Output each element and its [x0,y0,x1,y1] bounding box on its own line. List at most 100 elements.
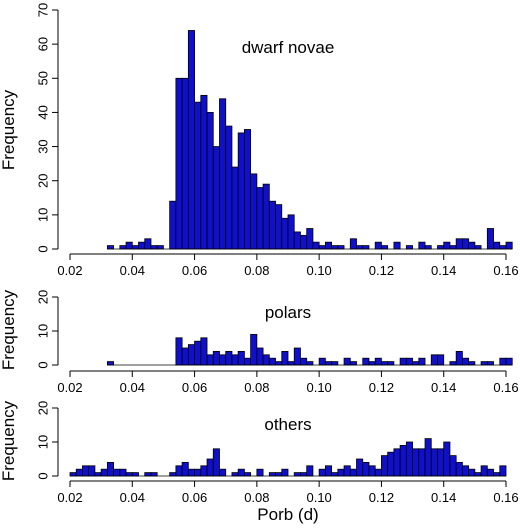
bar-others [437,448,445,477]
bar-dwarf-novae [449,245,457,250]
bar-others [231,472,239,477]
bar-dwarf-novae [131,245,139,250]
x-tick-label-others: 0.10 [306,490,331,505]
bar-polars [318,357,326,366]
bar-others [468,468,476,477]
y-ticks-dwarf-novae: 0 10 20 30 40 50 60 70 [35,3,58,253]
bar-polars [405,357,413,366]
x-tick-label-dwarf-novae: 0.04 [120,263,145,278]
bar-others [455,461,463,477]
bar-others [430,448,438,477]
x-tick-label-dwarf-novae: 0.06 [182,263,207,278]
bar-others [131,472,139,477]
bar-dwarf-novae [175,77,183,250]
bar-polars [200,337,208,366]
x-tick-label-others: 0.08 [244,490,269,505]
bar-polars [293,347,301,366]
y-tick-label-dwarf-novae: 10 [35,208,50,222]
bar-polars [455,350,463,366]
bar-dwarf-novae [187,30,195,250]
bar-polars [219,354,227,366]
bar-others [150,472,158,477]
bar-dwarf-novae [306,228,314,250]
bar-others [187,468,195,477]
bar-polars [175,337,183,366]
x-tick-label-polars: 0.10 [306,380,331,395]
bar-polars [468,361,476,366]
bar-others [318,468,326,477]
bar-dwarf-novae [474,245,482,250]
panel-polars: 0 10 20 0.02 0.04 0.06 0.08 0.10 0.12 0.14 0.16 p… [0,289,519,395]
bar-others [306,465,314,477]
bar-others [480,465,488,477]
y-tick-label-dwarf-novae: 30 [35,139,50,153]
bar-dwarf-novae [493,241,501,250]
bar-others [256,468,264,477]
x-ticks-polars: 0.02 0.04 0.06 0.08 0.10 0.12 0.14 0.16 [57,371,519,395]
bar-others [381,455,389,477]
bar-dwarf-novae [200,94,208,250]
bar-others [113,468,121,477]
x-tick-label-dwarf-novae: 0.12 [369,263,394,278]
y-axis-title-others: Frequency [0,400,18,481]
y-ticks-polars: 0 10 20 [35,290,58,369]
bar-others [331,472,339,477]
x-tick-label-dwarf-novae: 0.16 [493,263,518,278]
x-tick-label-others: 0.14 [431,490,456,505]
bar-others [486,468,494,477]
y-tick-label-dwarf-novae: 50 [35,71,50,85]
bar-dwarf-novae [138,241,146,250]
bar-dwarf-novae [318,245,326,250]
bar-dwarf-novae [486,228,494,250]
bar-dwarf-novae [337,245,345,250]
bar-dwarf-novae [212,146,220,250]
bar-dwarf-novae [362,245,370,250]
bar-dwarf-novae [150,245,158,250]
x-tick-label-others: 0.06 [182,490,207,505]
bar-dwarf-novae [287,214,295,250]
bar-polars [187,344,195,366]
bar-polars [106,361,115,366]
bar-dwarf-novae [125,241,133,250]
bar-polars [437,354,445,366]
bar-others [387,451,395,477]
bar-others [106,461,115,477]
bar-polars [399,357,407,366]
bar-polars [499,357,507,366]
x-tick-label-dwarf-novae: 0.02 [57,263,82,278]
bar-polars [206,354,214,366]
bar-polars [262,354,270,366]
bar-polars [256,347,264,366]
bar-polars [374,357,382,366]
bar-polars [449,361,457,366]
bar-dwarf-novae [206,112,214,250]
bar-dwarf-novae [256,187,264,250]
bar-dwarf-novae [461,238,470,250]
bar-others [100,468,108,477]
bar-dwarf-novae [381,245,389,250]
panel-label-others: others [264,415,311,434]
bar-dwarf-novae [281,217,289,250]
y-tick-label-dwarf-novae: 70 [35,3,50,17]
bar-polars [181,347,189,366]
bar-polars [225,350,233,366]
bar-others [169,472,177,477]
bar-dwarf-novae [119,245,127,250]
bar-dwarf-novae [225,125,233,250]
bar-polars [368,361,376,366]
bar-dwarf-novae [312,241,320,250]
bar-polars [381,361,389,366]
x-tick-label-polars: 0.06 [182,380,207,395]
x-ticks-others: 0.02 0.04 0.06 0.08 0.10 0.12 0.14 0.16 [57,481,519,505]
x-tick-label-polars: 0.04 [120,380,145,395]
y-tick-label-others: 10 [35,435,50,449]
bar-polars [306,361,314,366]
bar-others [449,455,457,477]
bar-others [362,461,370,477]
bar-others [243,472,252,477]
bars-others [69,438,507,477]
y-tick-label-dwarf-novae: 0 [35,245,50,252]
y-tick-label-polars: 0 [35,361,50,368]
bar-others [275,472,283,477]
bar-others [461,465,470,477]
